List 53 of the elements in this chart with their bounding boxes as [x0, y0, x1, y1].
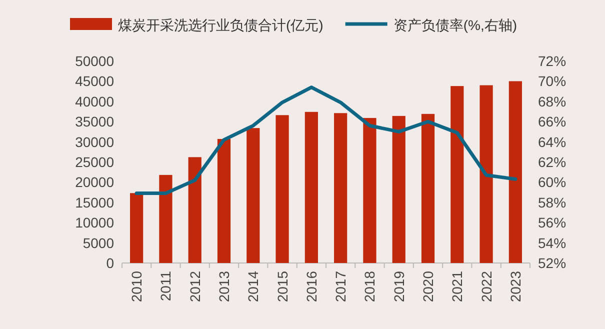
y2-tick-label: 62%: [538, 154, 566, 170]
bar: [480, 85, 493, 263]
y2-tick-label: 68%: [538, 93, 566, 110]
bar: [304, 112, 318, 263]
x-tick-label: 2018: [362, 270, 378, 302]
x-tick-label: 2013: [216, 270, 232, 302]
y2-tick-label: 64%: [538, 134, 566, 150]
y-tick-label: 30000: [75, 134, 114, 150]
x-tick-label: 2016: [303, 270, 320, 302]
y2-tick-label: 66%: [538, 114, 566, 130]
y-tick-label: 35000: [75, 114, 114, 130]
x-tick-label: 2022: [478, 270, 494, 302]
bar: [276, 115, 289, 263]
y2-tick-label: 60%: [538, 174, 566, 190]
x-tick-label: 2021: [449, 270, 466, 302]
x-tick-label: 2010: [128, 270, 145, 302]
bar: [334, 113, 348, 263]
y-tick-label: 45000: [75, 73, 114, 90]
legend-label: 煤炭开采洗选行业负债合计(亿元): [118, 17, 324, 33]
y-tick-label: 25000: [75, 154, 114, 170]
bar: [508, 81, 522, 263]
x-tick-label: 2014: [245, 270, 262, 302]
x-tick-label: 2017: [332, 270, 349, 302]
line-series: [134, 86, 518, 196]
bar: [363, 118, 376, 263]
bar: [392, 116, 406, 263]
y2-tick-label: 54%: [538, 234, 566, 251]
y2-tick-label: 58%: [538, 194, 566, 210]
x-tick-label: 2012: [186, 270, 203, 302]
x-tick-label: 2011: [158, 270, 174, 302]
bar: [421, 114, 435, 263]
y-tick-label: 10000: [75, 214, 114, 231]
legend-label: 资产负债率(%,右轴): [393, 17, 517, 33]
y-tick-label: 5000: [82, 234, 114, 251]
bar: [159, 174, 172, 263]
x-tick-label: 2020: [420, 270, 436, 302]
x-tick-label: 2019: [390, 270, 407, 302]
x-tick-label: 2023: [507, 270, 524, 302]
y-tick-label: 15000: [75, 194, 114, 210]
y2-tick-label: 70%: [538, 73, 566, 90]
y-tick-label: 0: [106, 255, 114, 271]
y-tick-label: 20000: [75, 174, 114, 190]
y2-tick-label: 72%: [538, 53, 566, 69]
bar: [188, 157, 202, 263]
bar: [217, 138, 231, 263]
bar: [246, 128, 260, 263]
y2-tick-label: 56%: [538, 214, 566, 231]
bar: [130, 193, 144, 263]
y2-tick-label: 52%: [538, 255, 566, 271]
y-tick-label: 50000: [75, 53, 114, 69]
bar: [450, 86, 464, 263]
x-tick-label: 2015: [274, 270, 290, 302]
y-tick-label: 40000: [75, 93, 114, 110]
